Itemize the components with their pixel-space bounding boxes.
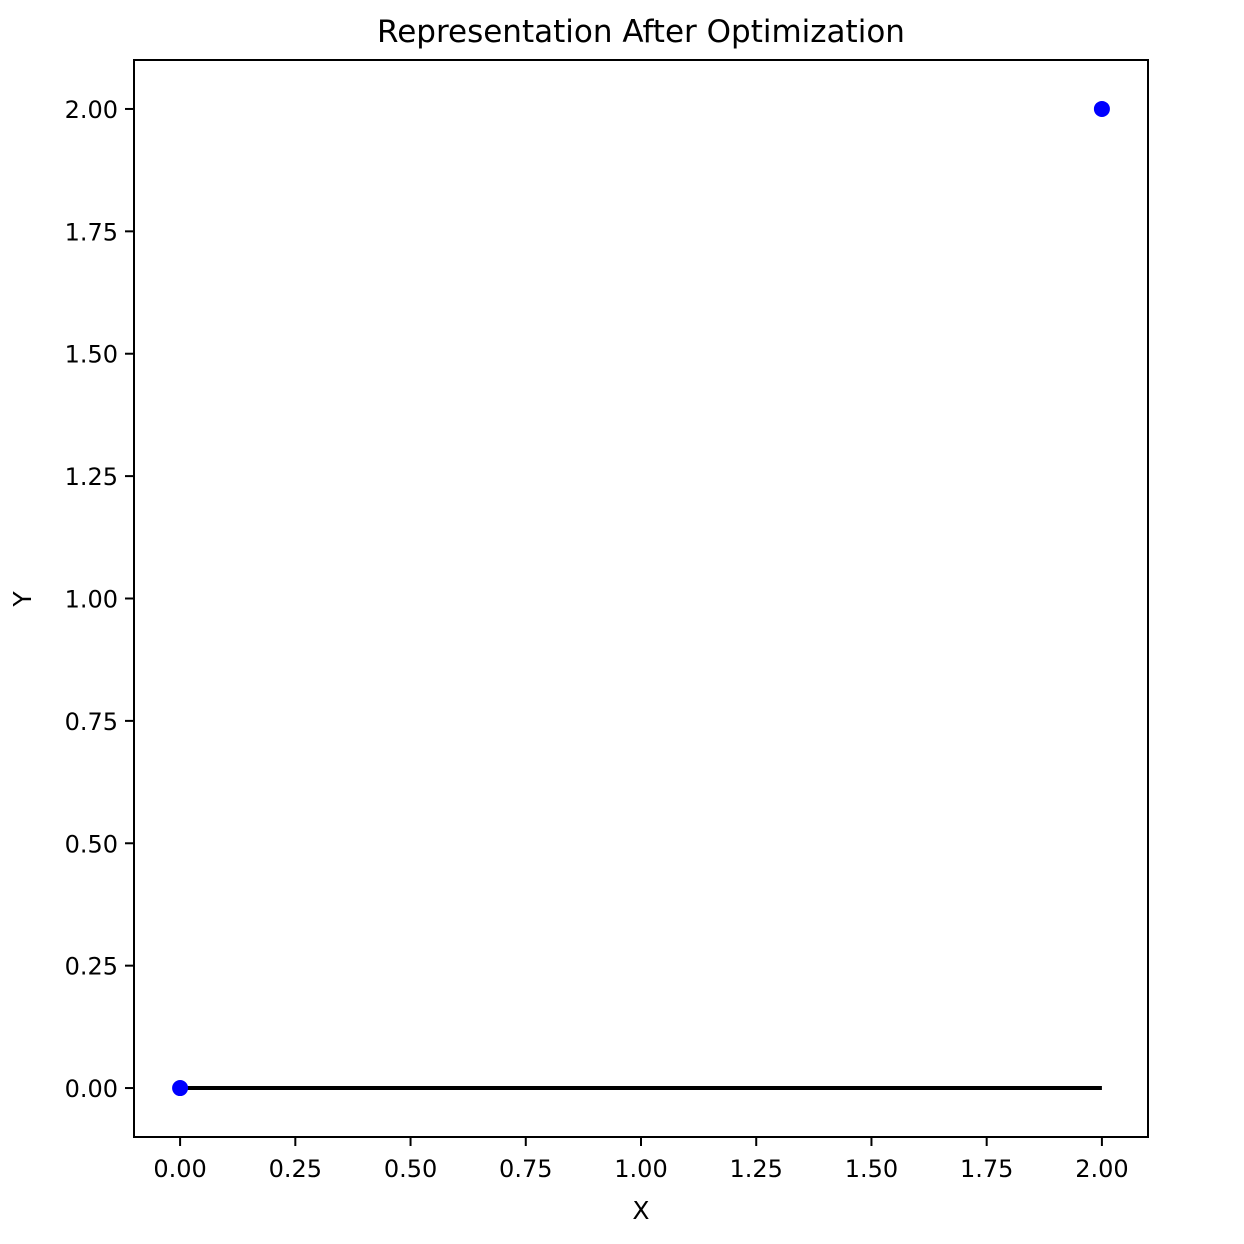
y-tick-label: 0.50 [65, 830, 118, 858]
y-tick-label: 0.00 [65, 1075, 118, 1103]
x-tick-label: 1.25 [730, 1155, 783, 1183]
chart-title: Representation After Optimization [377, 14, 905, 50]
y-tick-label: 1.50 [65, 341, 118, 369]
x-axis-label: X [632, 1196, 649, 1225]
x-tick-label: 0.50 [384, 1155, 437, 1183]
x-tick-label: 0.00 [153, 1155, 206, 1183]
x-tick-label: 1.75 [960, 1155, 1013, 1183]
y-tick-label: 0.75 [65, 708, 118, 736]
x-tick-label: 2.00 [1075, 1155, 1128, 1183]
y-tick-label: 1.25 [65, 463, 118, 491]
y-tick-label: 1.00 [65, 586, 118, 614]
y-tick-label: 2.00 [65, 96, 118, 124]
y-tick-label: 0.25 [65, 953, 118, 981]
y-tick-label: 1.75 [65, 218, 118, 246]
x-tick-label: 1.00 [614, 1155, 667, 1183]
plot-area [133, 59, 1149, 1138]
y-axis: 0.00 0.25 0.50 0.75 1.00 1.25 1.50 1.75 2.00 [65, 96, 134, 1103]
y-axis-label: Y [8, 591, 37, 608]
plot-frame [133, 59, 1149, 1138]
data-point [172, 1080, 189, 1097]
data-point [1093, 100, 1110, 117]
x-tick-label: 1.50 [845, 1155, 898, 1183]
x-axis: 0.00 0.25 0.50 0.75 1.00 1.25 1.50 1.75 2.00 [153, 1137, 1129, 1183]
x-tick-label: 0.25 [269, 1155, 322, 1183]
x-tick-label: 0.75 [499, 1155, 552, 1183]
